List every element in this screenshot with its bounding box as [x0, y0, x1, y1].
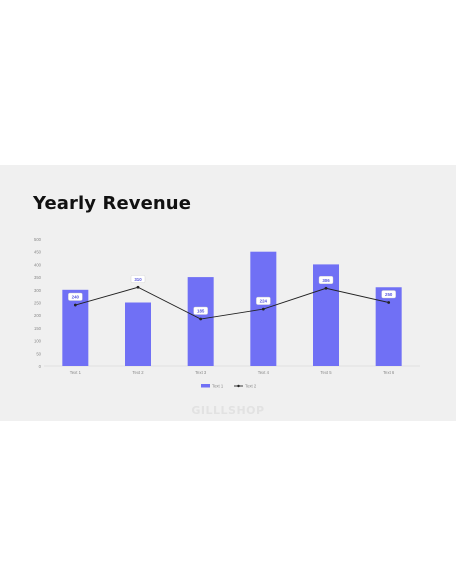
legend-label: Text 1	[212, 384, 224, 389]
revenue-chart: 0 50 100 150 200 250 300 350 400 450 500 Text 1 Text…	[34, 237, 420, 389]
y-tick-label: 0	[39, 364, 42, 369]
data-label-box	[381, 290, 396, 299]
y-tick-label: 150	[34, 326, 42, 331]
x-tick-label: Text 1	[70, 370, 82, 375]
line-point	[199, 317, 203, 321]
line-point	[73, 303, 77, 307]
y-tick-label: 350	[34, 275, 42, 280]
line-point	[324, 286, 328, 290]
x-tick-label: Text 2	[132, 370, 144, 375]
data-label-box	[68, 292, 83, 301]
line-point	[261, 307, 265, 311]
data-label: 250	[385, 292, 393, 297]
data-label: 185	[197, 309, 205, 314]
data-label-box	[130, 275, 146, 283]
y-tick-label: 200	[34, 313, 42, 318]
data-label-box	[318, 276, 334, 284]
legend-swatch-point	[237, 384, 240, 388]
y-tick-label: 250	[34, 301, 42, 306]
series-line	[75, 286, 389, 320]
bar	[62, 289, 89, 366]
y-tick-label: 400	[34, 262, 42, 267]
slide: Yearly Revenue 0 50 100 150 200 250 300 350 400 4…	[0, 165, 456, 421]
data-label-box	[193, 306, 208, 315]
data-label-box	[256, 296, 271, 305]
line-point	[387, 301, 391, 304]
x-tick-label: Text 3	[195, 370, 207, 375]
legend-swatch-bar	[201, 384, 210, 388]
bar	[375, 287, 402, 366]
legend-label: Text 2	[245, 384, 257, 389]
data-label: 310	[134, 277, 142, 282]
line-point	[136, 285, 140, 289]
y-tick-label: 100	[34, 339, 42, 344]
x-tick-label: Text 4	[258, 370, 270, 375]
x-tick-label: Text 5	[320, 370, 332, 375]
bar	[187, 277, 214, 366]
data-label: 224	[260, 299, 268, 304]
data-label: 306	[322, 278, 330, 283]
data-label: 240	[72, 295, 80, 300]
y-tick-label: 500	[34, 237, 42, 242]
y-tick-label: 300	[34, 288, 42, 293]
y-tick-label: 50	[36, 351, 41, 356]
x-tick-label: Text 6	[383, 370, 395, 375]
chart-title: Yearly Revenue	[33, 193, 192, 214]
bar	[125, 302, 151, 366]
y-tick-label: 450	[34, 250, 42, 255]
watermark: GILLLSHOP	[191, 404, 265, 417]
